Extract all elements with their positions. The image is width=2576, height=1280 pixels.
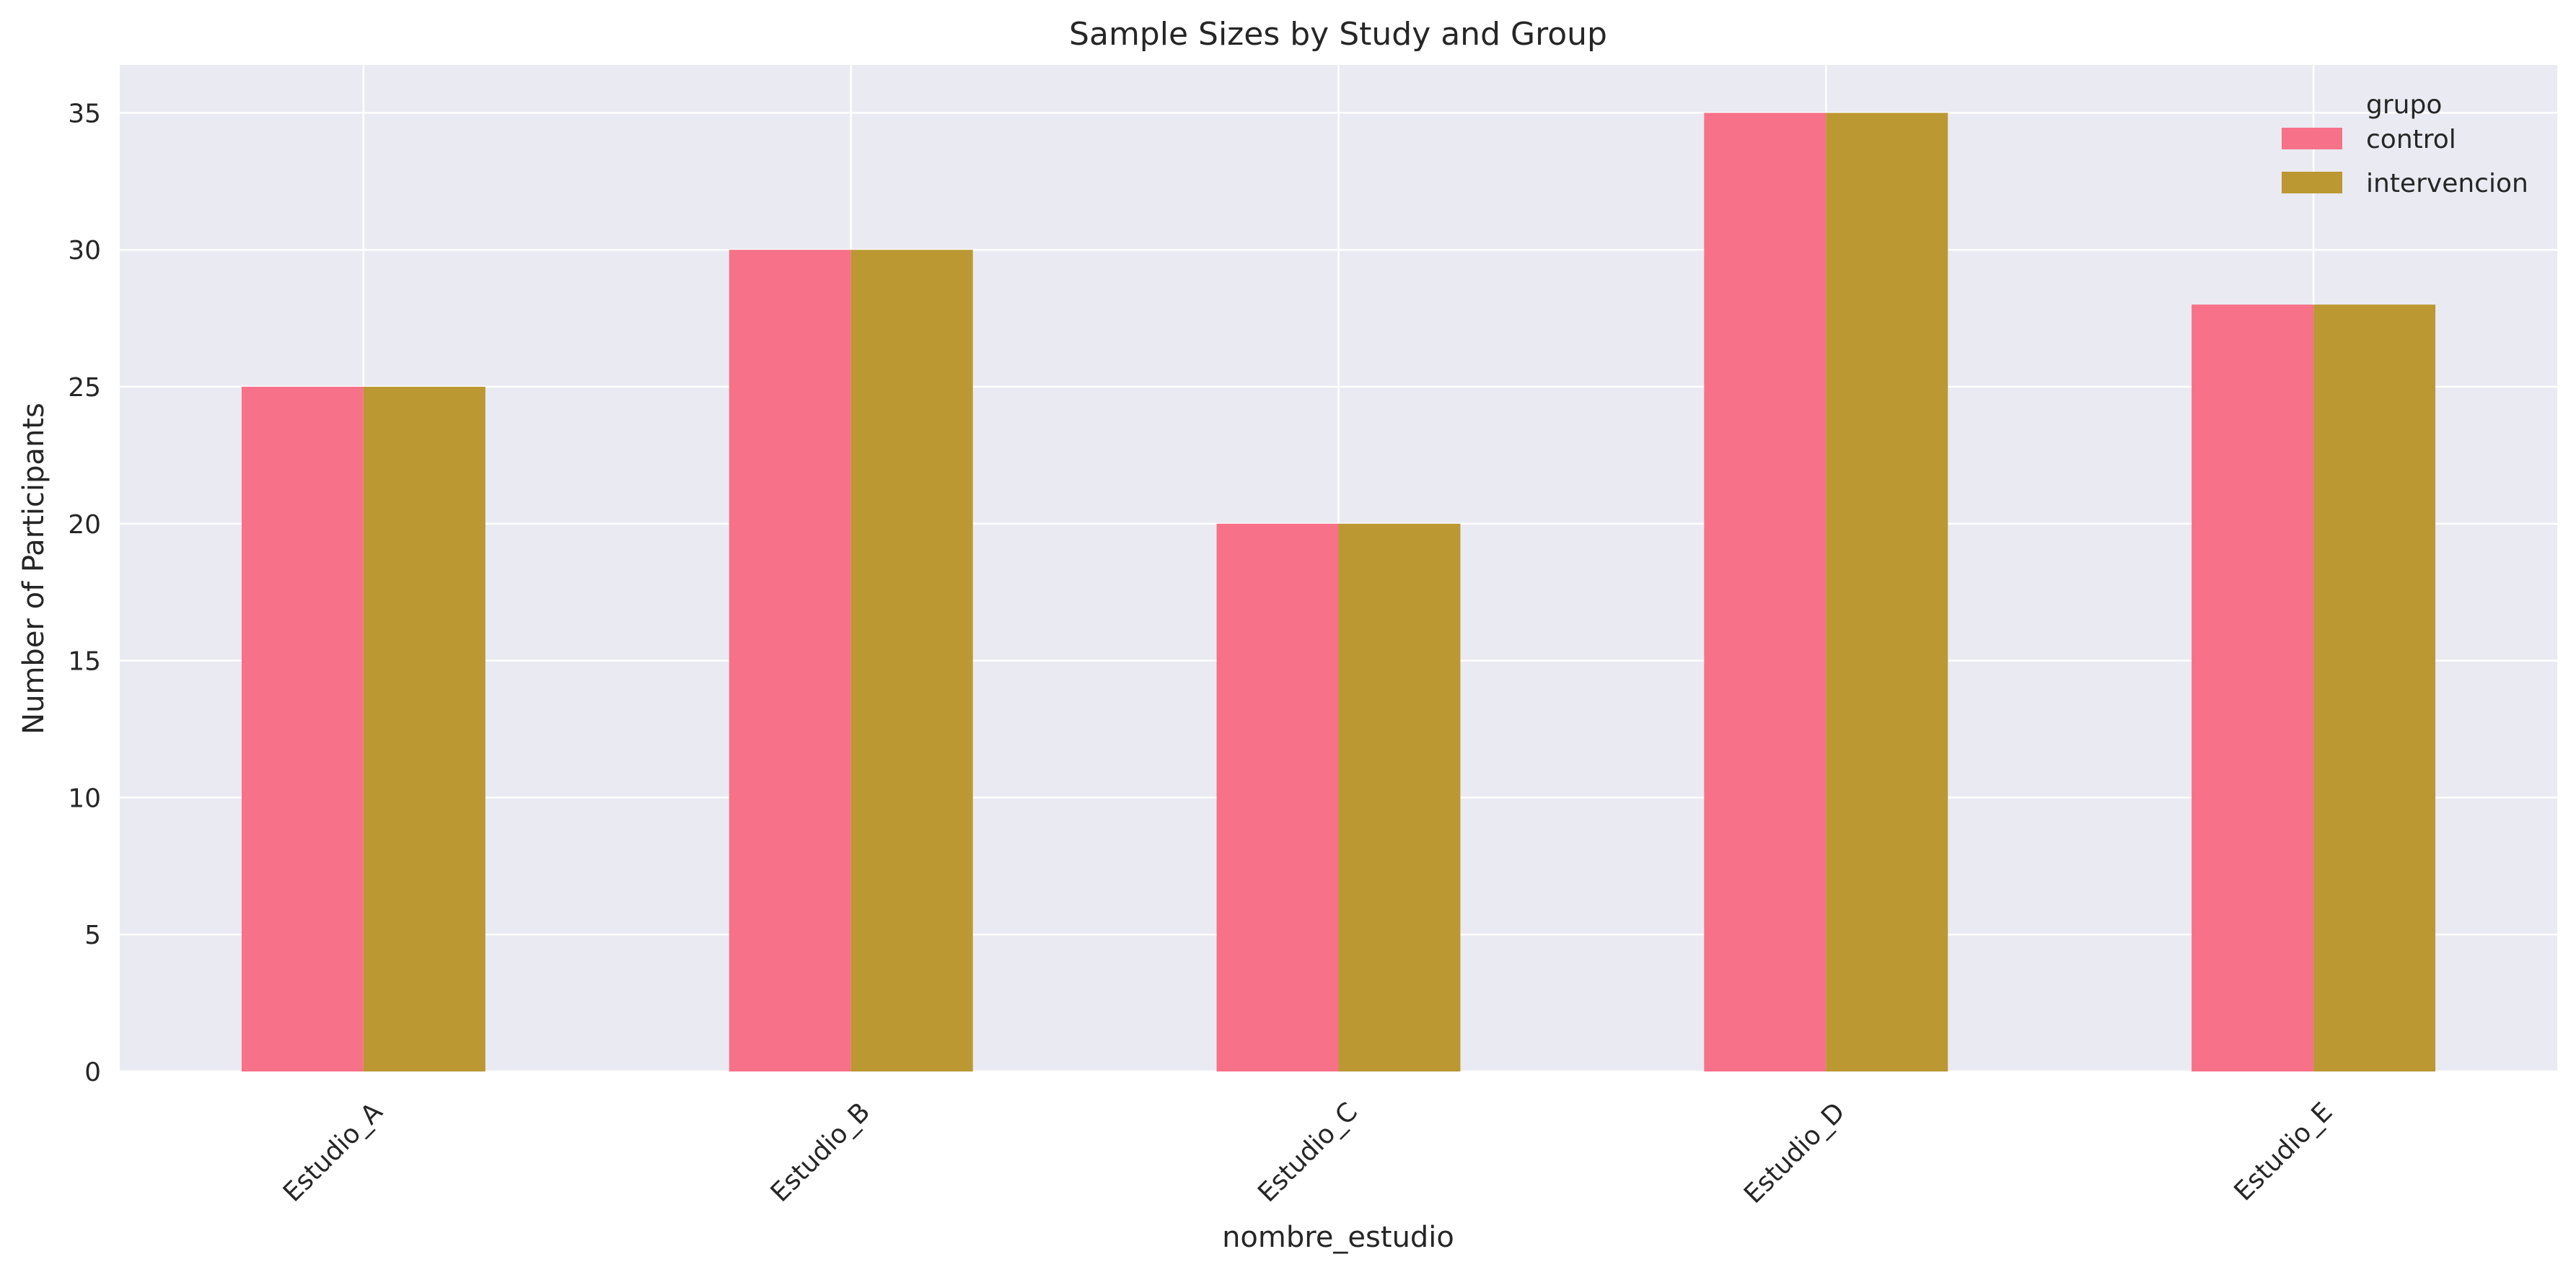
bar-intervencion-Estudio_C	[1338, 523, 1461, 1071]
bar-control-Estudio_C	[1216, 523, 1339, 1071]
y-tick-label: 20	[68, 510, 101, 540]
legend-label-intervencion: intervencion	[2366, 169, 2528, 198]
bar-intervencion-Estudio_A	[363, 387, 485, 1071]
y-axis-label: Number of Participants	[17, 403, 50, 735]
bar-control-Estudio_A	[241, 387, 364, 1071]
x-axis-label: nombre_estudio	[1222, 1221, 1454, 1254]
bar-intervencion-Estudio_E	[2313, 304, 2436, 1072]
legend-title: grupo	[2366, 90, 2442, 120]
legend: grupo control intervencion	[2282, 90, 2528, 198]
y-tick-label: 25	[68, 373, 101, 403]
bar-control-Estudio_D	[1704, 113, 1827, 1071]
y-tick-label: 0	[84, 1058, 101, 1087]
y-tick-label: 15	[68, 647, 101, 677]
legend-label-control: control	[2366, 125, 2456, 154]
legend-swatch-intervencion	[2282, 172, 2342, 193]
chart-title: Sample Sizes by Study and Group	[1069, 16, 1607, 53]
y-tick-label: 35	[68, 99, 101, 128]
bar-intervencion-Estudio_B	[850, 250, 973, 1071]
y-tick-label: 5	[84, 921, 101, 950]
y-tick-label: 30	[68, 236, 101, 266]
bar-control-Estudio_B	[729, 250, 851, 1071]
y-tick-label: 10	[68, 784, 101, 813]
bar-control-Estudio_E	[2192, 304, 2314, 1072]
legend-swatch-control	[2282, 128, 2342, 149]
bar-intervencion-Estudio_D	[1826, 113, 1948, 1071]
